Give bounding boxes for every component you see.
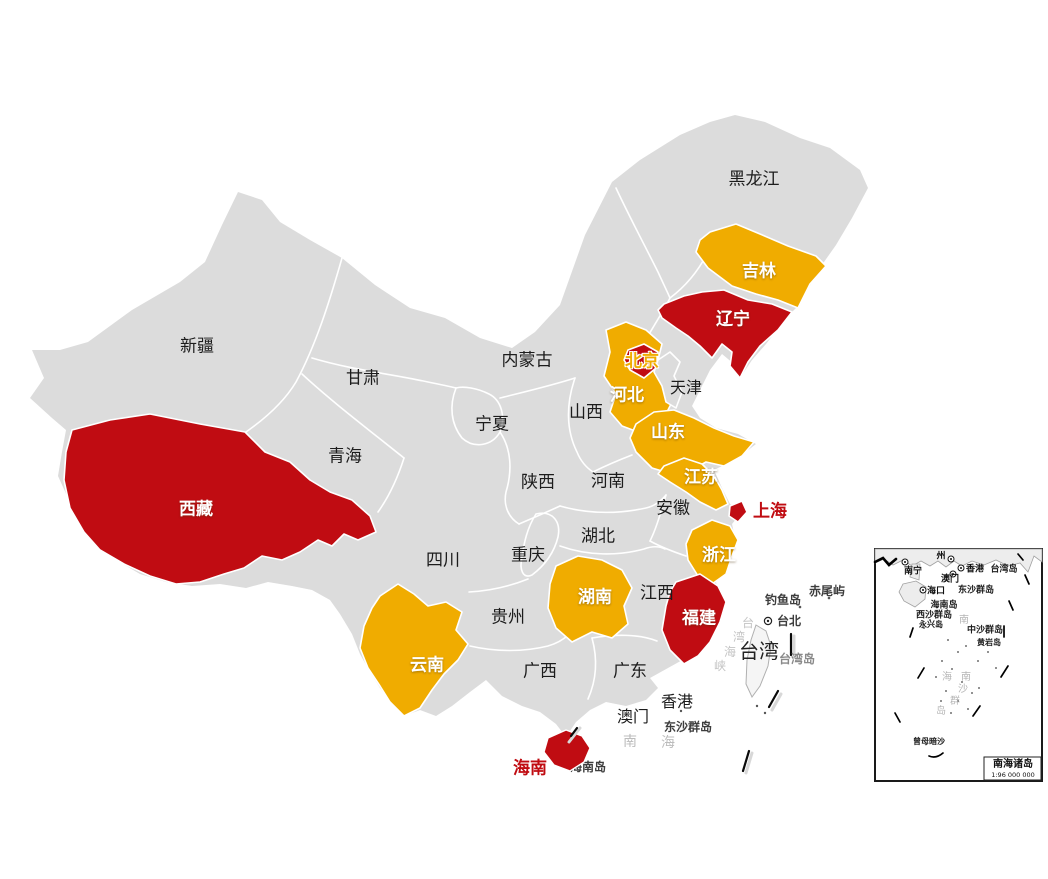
province-shape-beijing[interactable] [623,343,659,379]
inset-scale-box [983,756,1042,781]
province-shape-xizang[interactable] [63,413,377,585]
inset-island-dots [923,619,997,714]
mainland-shape [30,115,868,737]
province-shape-jiangsu[interactable] [657,457,729,511]
province-shape-yunnan[interactable] [359,583,469,717]
province-shape-zhejiang[interactable] [685,519,739,585]
inset-map [873,548,1043,782]
inset-leizhou [909,563,921,581]
province-shape-hainan[interactable] [543,729,591,772]
province-shape-fujian[interactable] [661,573,727,665]
dash-line-segments [567,632,796,775]
inset-dash-segments [894,553,1030,758]
inset-thick-coastline [873,556,898,567]
highlighted-provinces [63,223,827,717]
inset-city-markers [901,555,965,594]
inset-border [874,548,1043,782]
province-shape-tianjin[interactable] [653,351,683,409]
province-shape-jilin[interactable] [695,223,827,309]
small-island-dots [679,596,831,715]
taiwan-island-shape[interactable] [745,624,772,698]
province-shape-shandong[interactable] [629,409,755,475]
province-shape-hunan[interactable] [547,555,633,643]
province-shape-liaoning[interactable] [657,289,793,379]
inset-mainland-coast [874,548,1043,573]
province-shape-shanghai[interactable] [728,500,748,523]
taipei-marker [763,616,773,626]
inset-hainan-island [898,580,927,608]
